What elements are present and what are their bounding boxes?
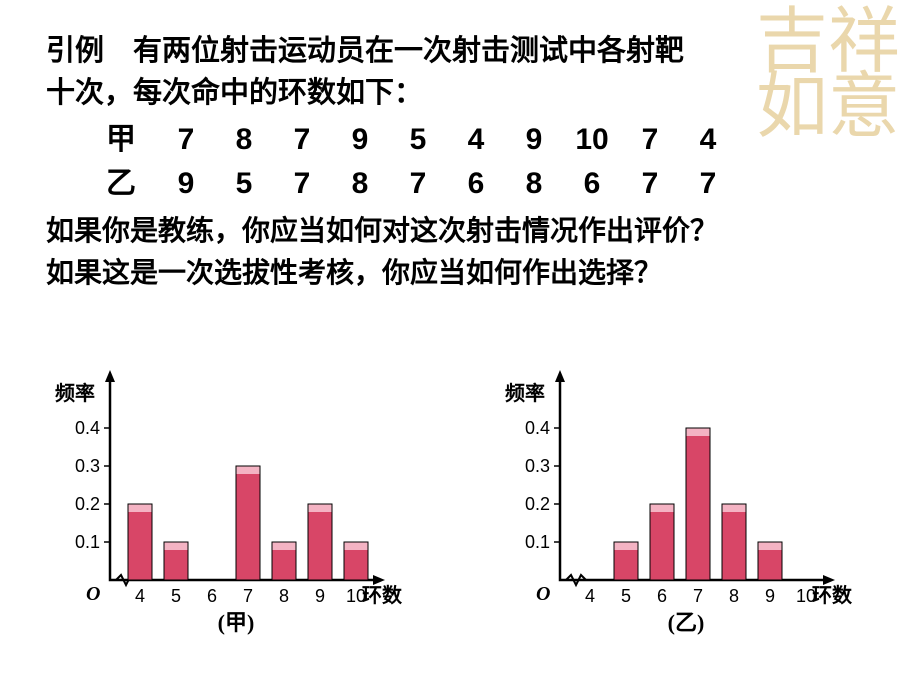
y-tick-label: 0.4 — [525, 418, 550, 438]
cell: 8 — [226, 118, 262, 162]
cell: 9 — [342, 118, 378, 162]
bar — [236, 466, 260, 580]
y-axis-label: 频率 — [505, 381, 545, 405]
cell: 7 — [690, 162, 726, 206]
row-label: 甲 — [106, 118, 146, 162]
chart-caption: (乙) — [668, 610, 705, 635]
y-tick-label: 0.1 — [75, 532, 100, 552]
x-tick-label: 5 — [171, 586, 181, 606]
cell: 4 — [458, 118, 494, 162]
charts-row: 频率O0.10.20.30.445678910环数(甲) 频率O0.10.20.… — [40, 360, 870, 660]
bar — [650, 504, 674, 580]
y-tick-label: 0.3 — [525, 456, 550, 476]
y-tick-label: 0.2 — [525, 494, 550, 514]
x-tick-label: 9 — [315, 586, 325, 606]
y-axis-label: 频率 — [55, 381, 95, 405]
y-tick-label: 0.3 — [75, 456, 100, 476]
question-text: 如果你是教练，你应当如何对这次射击情况作出评价？ 如果这是一次选拔性考核，你应当… — [46, 211, 880, 295]
x-tick-label: 4 — [135, 586, 145, 606]
row-label: 乙 — [106, 162, 146, 206]
x-tick-label: 9 — [765, 586, 775, 606]
x-tick-label: 7 — [243, 586, 253, 606]
x-tick-label: 6 — [657, 586, 667, 606]
cell: 6 — [458, 162, 494, 206]
x-tick-label: 8 — [279, 586, 289, 606]
bar — [128, 504, 152, 580]
question-line-2: 如果这是一次选拔性考核，你应当如何作出选择？ — [46, 258, 662, 289]
intro-line-1: 引例 有两位射击运动员在一次射击测试中各射靶 — [46, 35, 684, 67]
cell: 5 — [226, 162, 262, 206]
chart-jia: 频率O0.10.20.30.445678910环数(甲) — [40, 360, 420, 660]
cell: 8 — [516, 162, 552, 206]
cell: 5 — [400, 118, 436, 162]
bar — [686, 428, 710, 580]
cell: 7 — [632, 162, 668, 206]
origin-label: O — [536, 583, 550, 605]
cell: 7 — [284, 162, 320, 206]
table-row: 乙9578768677 — [106, 162, 880, 206]
cell: 10 — [574, 118, 610, 162]
bar — [722, 504, 746, 580]
cell: 6 — [574, 162, 610, 206]
x-tick-label: 8 — [729, 586, 739, 606]
x-tick-label: 7 — [693, 586, 703, 606]
y-tick-label: 0.1 — [525, 532, 550, 552]
intro-text: 引例 有两位射击运动员在一次射击测试中各射靶 十次，每次命中的环数如下： — [46, 30, 880, 114]
cell: 8 — [342, 162, 378, 206]
cell: 9 — [516, 118, 552, 162]
cell: 4 — [690, 118, 726, 162]
x-axis-label: 环数 — [362, 583, 403, 607]
x-tick-label: 6 — [207, 586, 217, 606]
cell: 7 — [400, 162, 436, 206]
x-axis-label: 环数 — [812, 583, 853, 607]
cell: 7 — [632, 118, 668, 162]
table-row: 甲78795491074 — [106, 118, 880, 162]
cell: 9 — [168, 162, 204, 206]
bar — [308, 504, 332, 580]
data-table: 甲78795491074 乙9578768677 — [106, 118, 880, 205]
chart-caption: (甲) — [218, 610, 255, 635]
x-tick-label: 5 — [621, 586, 631, 606]
intro-line-2: 十次，每次命中的环数如下： — [46, 77, 423, 109]
y-tick-label: 0.4 — [75, 418, 100, 438]
origin-label: O — [86, 583, 100, 605]
cell: 7 — [168, 118, 204, 162]
y-tick-label: 0.2 — [75, 494, 100, 514]
question-line-1: 如果你是教练，你应当如何对这次射击情况作出评价？ — [46, 216, 718, 247]
chart-yi: 频率O0.10.20.30.445678910环数(乙) — [490, 360, 870, 660]
x-tick-label: 4 — [585, 586, 595, 606]
cell: 7 — [284, 118, 320, 162]
